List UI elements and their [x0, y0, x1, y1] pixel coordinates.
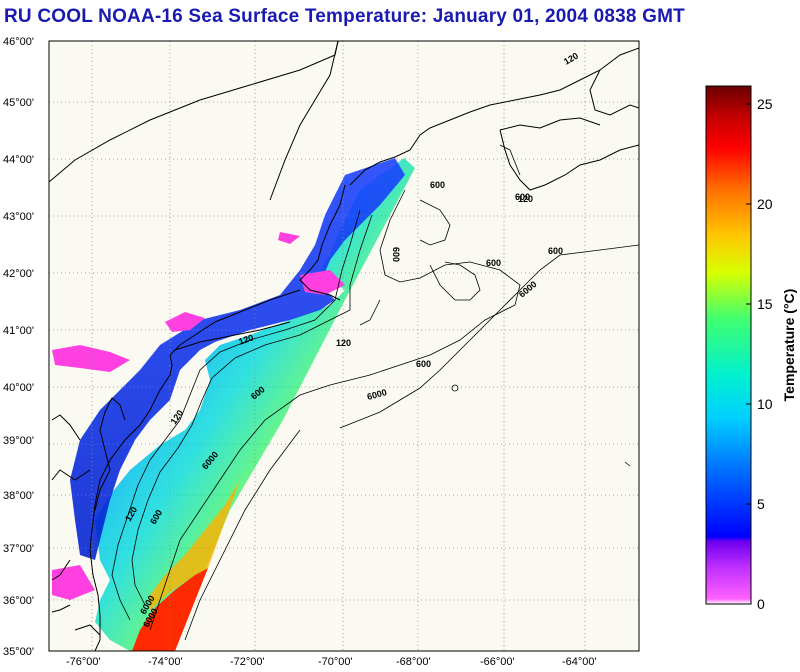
cold-patch-north: [165, 312, 205, 332]
lat-label: 45°00': [3, 97, 34, 109]
lat-label: 44°00': [3, 154, 34, 166]
colorbar-tick: 5: [757, 496, 765, 512]
colorbar-label: Temperature (°C): [781, 289, 797, 402]
lon-label: -64°00': [562, 656, 597, 668]
cold-patch-ma: [300, 270, 345, 295]
cold-patch-south: [52, 565, 95, 600]
isobath-label: 120: [336, 338, 351, 348]
colorbar: 0 5 10 15 20 25 Temperature (°C): [705, 85, 797, 612]
longitude-labels: -76°00' -74°00' -72°00' -70°00' -68°00' …: [66, 656, 597, 668]
lat-label: 40°00': [3, 382, 34, 394]
lon-label: -76°00': [66, 656, 101, 668]
isobath-label: 600: [430, 180, 445, 190]
lon-label: -66°00': [480, 656, 515, 668]
lat-label: 43°00': [3, 211, 34, 223]
graticule: [49, 41, 639, 651]
colorbar-gradient: [705, 85, 752, 605]
latitude-labels: 46°00' 45°00' 44°00' 43°00' 42°00' 41°00…: [3, 36, 34, 658]
warm-band: [150, 480, 240, 610]
lat-label: 41°00': [3, 325, 34, 337]
colorbar-tick: 0: [757, 596, 765, 612]
isobaths: [111, 144, 639, 641]
lon-label: -68°00': [396, 656, 431, 668]
lon-label: -74°00': [148, 656, 183, 668]
cold-patch-ne: [278, 232, 300, 244]
lat-label: 35°00': [3, 646, 34, 658]
isobath-label: 600: [391, 247, 401, 262]
isobath-labels: 120 600 120 600 600 600 600 6000 120 600…: [123, 51, 580, 629]
lat-label: 42°00': [3, 268, 34, 280]
lat-label: 39°00': [3, 435, 34, 447]
lat-label: 46°00': [3, 36, 34, 48]
lat-label: 37°00': [3, 543, 34, 555]
colorbar-tick: 15: [757, 296, 773, 312]
isobath-label: 600: [416, 359, 431, 369]
coastline: [49, 41, 639, 651]
isobath-label: 600: [486, 258, 501, 268]
colorbar-tick: 10: [757, 396, 773, 412]
cold-coastal-water: [70, 158, 405, 560]
lon-label: -72°00': [230, 656, 265, 668]
isobath-label: 600: [548, 246, 563, 256]
isobath-label: 600: [515, 192, 530, 202]
colorbar-tick: 25: [757, 96, 773, 112]
page-title: RU COOL NOAA-16 Sea Surface Temperature:…: [4, 6, 685, 27]
lat-label: 38°00': [3, 490, 34, 502]
map-frame: [48, 40, 640, 652]
isobath-label: 120: [237, 332, 255, 347]
lat-label: 36°00': [3, 595, 34, 607]
lon-label: -70°00': [318, 656, 353, 668]
colorbar-tick: 20: [757, 196, 773, 212]
cold-patch-west: [52, 345, 130, 372]
isobath-label: 120: [518, 194, 533, 204]
